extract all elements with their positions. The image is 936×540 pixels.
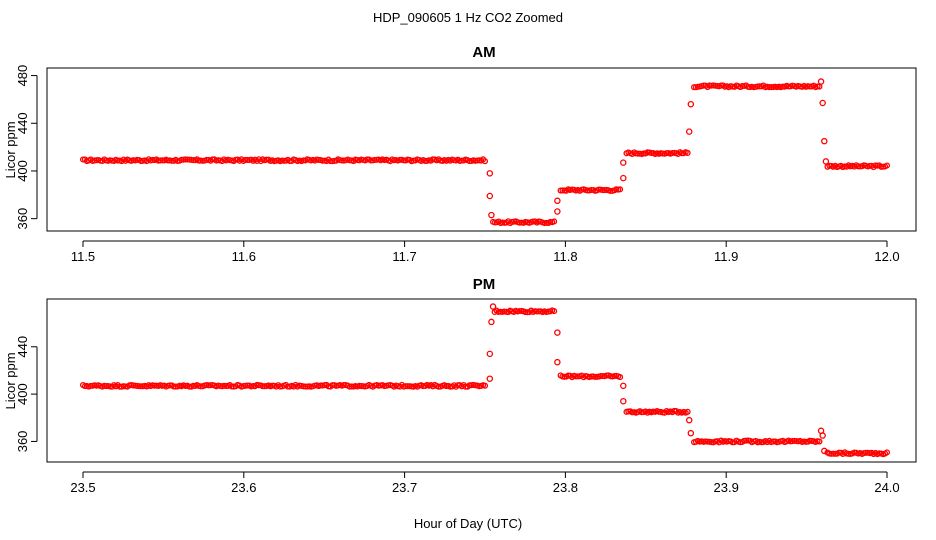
y-tick-label: 360 [15,208,30,230]
data-point [634,150,642,157]
x-tick-label: 11.9 [714,249,738,264]
pm-panel: PM 23.5 23.6 23.7 23.8 23.9 24.0 360 400 440 Li… [3,276,917,495]
am-panel-title: AM [472,44,495,61]
transition-point [554,358,561,366]
data-point [114,157,121,164]
y-tick-label: 400 [15,160,30,182]
am-y-axis-label: Licor ppm [3,121,18,178]
x-tick-label: 11.5 [71,249,95,264]
am-x-axis: 11.5 11.6 11.7 11.8 11.9 12.0 [71,240,900,264]
x-axis-label: Hour of Day (UTC) [414,516,522,531]
data-point [768,84,775,91]
data-point [551,218,558,225]
transition-point [822,158,830,165]
transition-point [488,211,495,219]
data-point [151,382,158,389]
pm-y-axis: 360 400 440 [15,336,38,453]
figure-title: HDP_090605 1 Hz CO2 Zoomed [373,10,563,25]
transition-point [620,159,627,166]
data-point [588,186,595,194]
x-tick-label: 12.0 [874,249,899,264]
y-tick-label: 400 [15,383,30,405]
data-point [164,157,172,164]
x-tick-label: 11.7 [392,249,416,264]
data-point [340,381,347,389]
transition-point [488,318,495,326]
transition-point [620,382,627,390]
x-tick-label: 23.5 [70,480,95,495]
transition-point [819,99,826,107]
data-point [242,156,249,163]
data-point [481,382,489,389]
data-point [862,449,869,456]
transition-point [620,397,627,405]
transition-point [687,429,695,437]
data-point [327,158,334,165]
transition-point [821,137,828,145]
transition-point [685,128,693,135]
transition-point [486,170,494,177]
data-point [756,83,763,90]
am-data-points [79,78,891,227]
x-tick-label: 23.9 [714,480,739,495]
transition-point [817,78,825,85]
data-point [222,382,230,389]
data-point [684,149,691,156]
transition-point [486,350,494,358]
pm-x-axis: 23.5 23.6 23.7 23.8 23.9 24.0 [70,471,900,495]
data-point [883,162,891,169]
data-point [684,408,691,415]
transition-point [554,208,561,215]
data-point [599,187,606,194]
x-tick-label: 11.8 [553,249,577,264]
data-point [617,374,624,381]
y-tick-label: 480 [15,65,30,87]
data-point [481,158,489,165]
transition-point [620,174,627,182]
transition-point [554,329,561,336]
y-tick-label: 360 [15,431,30,453]
transition-point [821,447,828,455]
x-tick-label: 24.0 [874,480,899,495]
data-point [584,187,591,194]
x-tick-label: 23.8 [553,480,578,495]
pm-panel-title: PM [473,276,496,293]
transition-point [819,432,826,439]
transition-point [685,416,693,424]
data-point [103,383,110,390]
y-tick-label: 440 [15,112,30,134]
y-tick-label: 440 [15,336,30,358]
transition-point [554,197,561,205]
transition-point [489,303,497,310]
data-point [816,438,823,445]
x-tick-label: 23.7 [392,480,417,495]
transition-point [486,192,494,200]
x-tick-label: 23.6 [231,480,256,495]
x-tick-label: 11.6 [232,249,256,264]
data-point [551,308,558,315]
am-y-axis: 360 400 440 480 [15,65,38,230]
data-point [404,383,411,390]
data-point [617,186,624,193]
data-point [402,383,409,390]
am-panel: AM 11.5 11.6 11.7 11.8 11.9 12.0 360 400 440 480… [3,44,917,264]
pm-y-axis-label: Licor ppm [3,352,18,409]
data-point [170,383,177,390]
data-point [883,449,891,456]
data-point [690,84,698,91]
pm-plot-frame [46,298,917,463]
pm-data-points [79,303,891,458]
am-plot-frame [46,67,917,232]
transition-point [486,375,494,382]
transition-point [687,100,695,108]
